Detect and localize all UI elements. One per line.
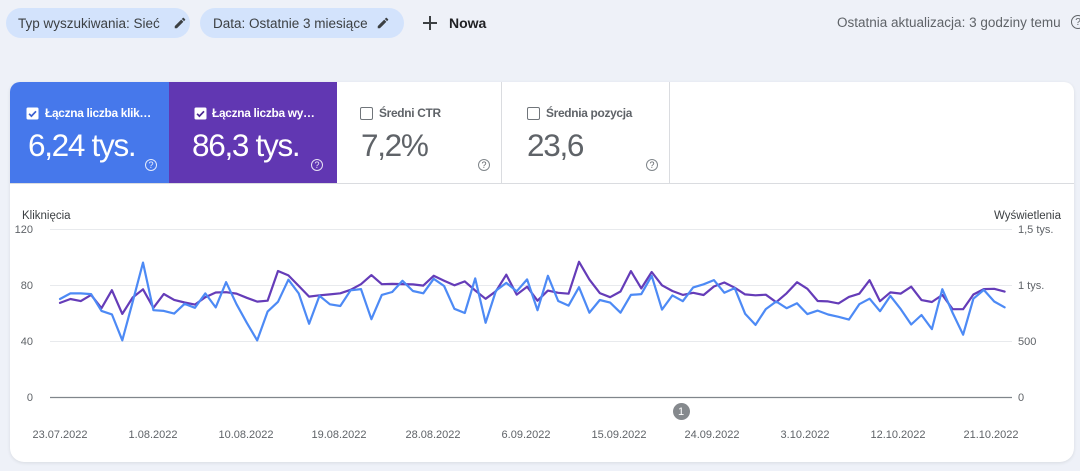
svg-text:500: 500 [1018,336,1036,348]
svg-text:28.08.2022: 28.08.2022 [405,429,460,441]
svg-text:23.07.2022: 23.07.2022 [32,429,87,441]
svg-text:3.10.2022: 3.10.2022 [781,429,830,441]
svg-text:0: 0 [1018,392,1024,404]
svg-text:Kliknięcia: Kliknięcia [22,210,71,222]
svg-text:1.08.2022: 1.08.2022 [129,429,178,441]
svg-text:21.10.2022: 21.10.2022 [963,429,1018,441]
svg-text:19.08.2022: 19.08.2022 [311,429,366,441]
svg-text:1,5 tys.: 1,5 tys. [1018,224,1053,236]
svg-text:0: 0 [27,392,33,404]
svg-text:Wyświetlenia: Wyświetlenia [994,210,1062,222]
svg-text:120: 120 [15,224,33,236]
svg-text:40: 40 [21,336,33,348]
svg-text:15.09.2022: 15.09.2022 [591,429,646,441]
svg-text:24.09.2022: 24.09.2022 [684,429,739,441]
svg-text:10.08.2022: 10.08.2022 [218,429,273,441]
svg-text:12.10.2022: 12.10.2022 [870,429,925,441]
svg-text:6.09.2022: 6.09.2022 [502,429,551,441]
svg-text:80: 80 [21,280,33,292]
svg-text:1 tys.: 1 tys. [1018,280,1044,292]
